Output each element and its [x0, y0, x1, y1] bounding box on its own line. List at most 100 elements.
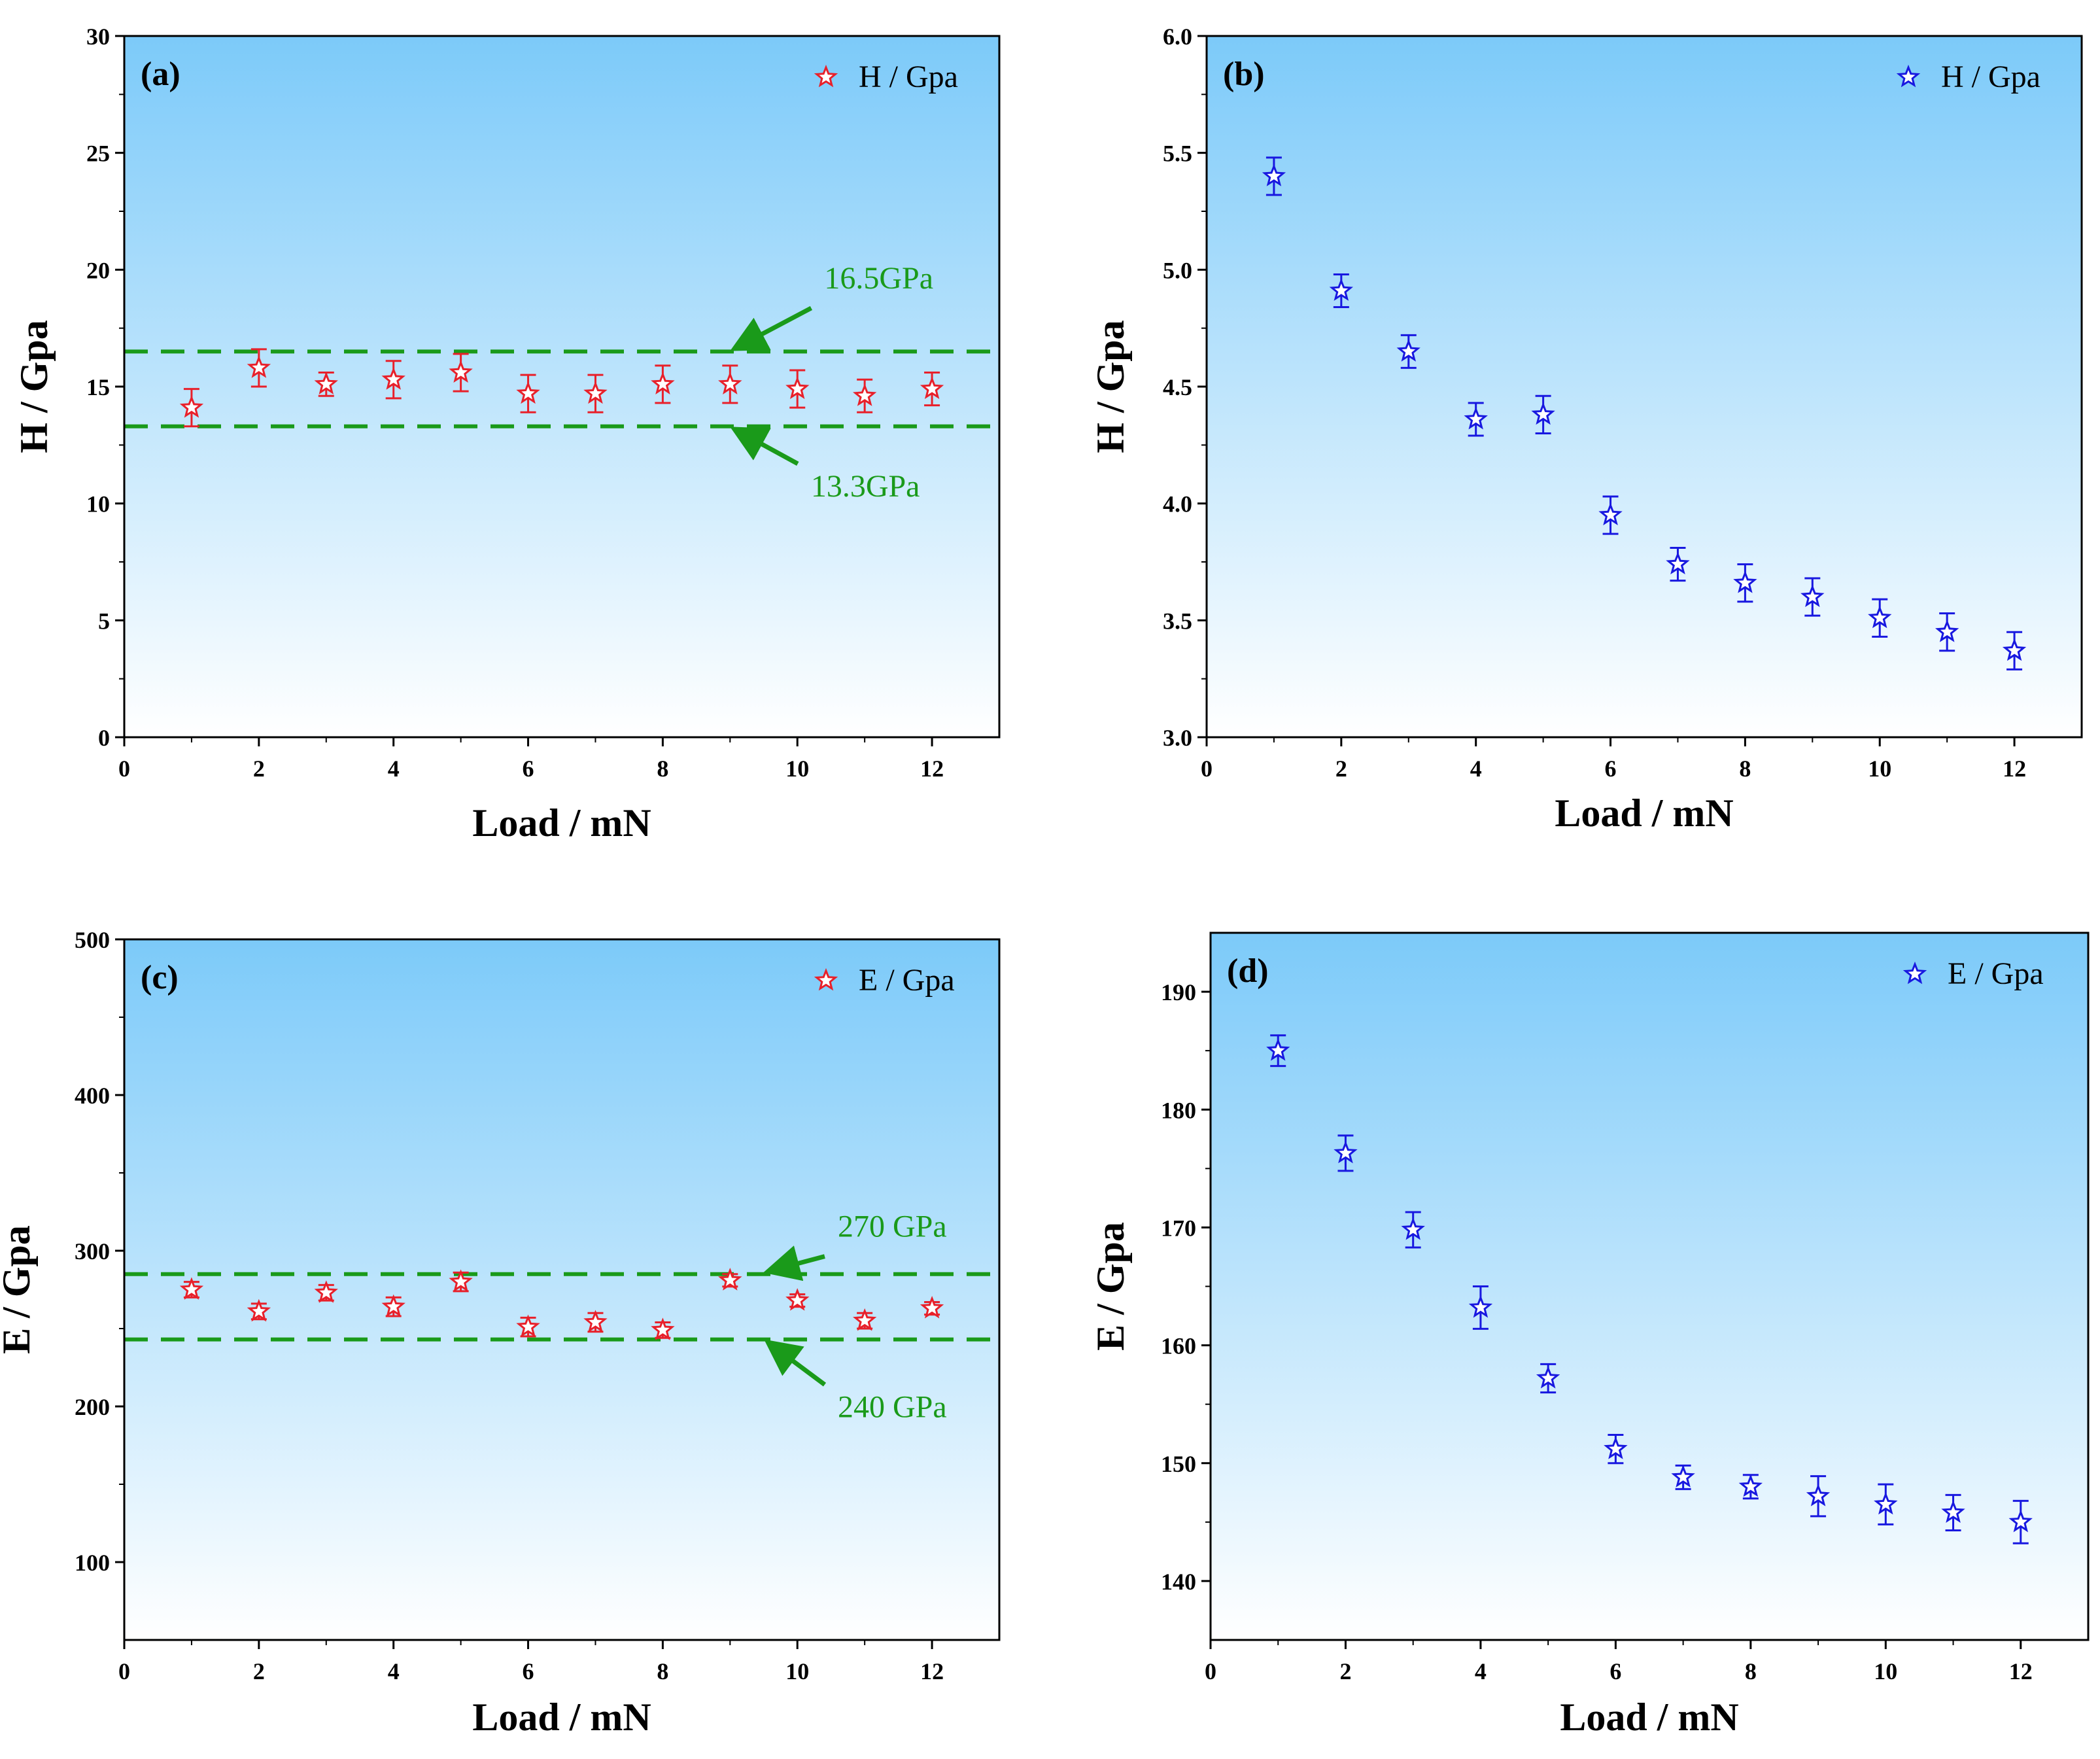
x-tick-label: 8: [657, 1658, 668, 1684]
data-point-star: [2002, 638, 2027, 661]
data-point-star: [1464, 406, 1488, 430]
data-point-star: [449, 1269, 473, 1293]
chart-panel-c: 270 GPa 240 GPa 0 2 4 6 8 10 12 100 200 300 400 500…: [0, 927, 1001, 1739]
data-point-star: [381, 367, 405, 390]
data-point-star: [583, 1310, 608, 1332]
data-point-star: [1666, 551, 1690, 575]
y-tick-label: 5.5: [1163, 141, 1192, 167]
data-point-star: [1536, 1365, 1560, 1389]
data-point-star: [1935, 619, 1959, 642]
legend-text: E / Gpa: [1948, 956, 2044, 991]
x-tick-label: 6: [523, 756, 534, 782]
x-tick-label: 8: [657, 756, 668, 782]
x-tick-label: 4: [388, 1658, 400, 1684]
legend-text: H / Gpa: [859, 60, 958, 94]
annotation-label: 270 GPa: [838, 1210, 947, 1244]
y-tick-label: 200: [75, 1394, 110, 1420]
y-tick-label: 10: [86, 491, 110, 517]
x-tick-label: 10: [785, 756, 809, 782]
annotation-arrow: [730, 427, 799, 466]
data-point-star: [516, 381, 540, 404]
data-point-star: [651, 372, 675, 394]
y-axis-title: E / Gpa: [1089, 1222, 1132, 1351]
legend-text: E / Gpa: [859, 963, 955, 998]
y-axis-title: E / Gpa: [0, 1225, 38, 1354]
data-point-star: [1604, 1436, 1628, 1459]
y-tick-label: 5: [98, 608, 110, 634]
data-point-star: [449, 360, 473, 383]
legend-star-marker: [1896, 64, 1921, 88]
annotation-label: 240 GPa: [838, 1390, 947, 1425]
data-point-star: [1401, 1217, 1425, 1240]
x-tick-label: 8: [1745, 1658, 1757, 1684]
y-axis-title: H / Gpa: [12, 320, 56, 453]
y-tick-label: 160: [1161, 1333, 1196, 1359]
x-tick-label: 0: [1205, 1658, 1216, 1684]
data-point-star: [651, 1317, 675, 1340]
x-tick-label: 10: [785, 1658, 809, 1684]
y-tick-label: 100: [75, 1550, 110, 1576]
y-tick-label: 25: [86, 141, 110, 167]
data-point-star: [247, 355, 271, 378]
data-point-star: [853, 1308, 877, 1331]
data-point-star: [1396, 339, 1420, 362]
y-tick-label: 4.0: [1163, 491, 1192, 517]
x-tick-label: 8: [1739, 756, 1751, 782]
data-point-star: [179, 395, 204, 418]
data-point-star: [1733, 570, 1757, 593]
y-tick-label: 150: [1161, 1451, 1196, 1477]
x-tick-label: 0: [118, 756, 130, 782]
annotation-label: 13.3GPa: [811, 469, 920, 504]
x-tick-label: 6: [1609, 1658, 1621, 1684]
data-point-star: [1941, 1500, 1965, 1523]
data-point-star: [2008, 1509, 2033, 1533]
y-tick-label: 190: [1161, 979, 1196, 1005]
legend-star-marker: [814, 64, 838, 88]
legend-star-marker: [814, 967, 838, 991]
panel-label: (d): [1227, 952, 1269, 990]
annotation-arrow: [763, 1245, 825, 1281]
x-tick-label: 4: [1470, 756, 1482, 782]
data-point-star: [1598, 502, 1623, 526]
x-axis-title: Load / mN: [472, 1696, 651, 1739]
legend-star-marker: [1902, 961, 1927, 984]
data-point-star: [179, 1277, 204, 1300]
data-point-star: [1468, 1295, 1493, 1318]
data-point-star: [718, 372, 742, 394]
annotation-arrow: [764, 1339, 827, 1387]
y-tick-label: 3.5: [1163, 608, 1192, 634]
x-tick-label: 2: [1335, 756, 1347, 782]
x-tick-label: 6: [1605, 756, 1617, 782]
data-point-star: [314, 372, 338, 394]
y-tick-label: 400: [75, 1083, 110, 1109]
chart-panel-a: 16.5GPa 13.3GPa 0 2 4 6 8 10 12 0 5 10 15 20 25 30 (a…: [12, 24, 1001, 845]
data-point-star: [516, 1314, 540, 1338]
data-point-star: [785, 376, 810, 400]
x-tick-label: 6: [523, 1658, 534, 1684]
plot-background: [1211, 933, 2088, 1640]
y-tick-label: 300: [75, 1238, 110, 1264]
chart-panel-d: 0 2 4 6 8 10 12 140 150 160 170 180 190 (d) E / Gpa…: [1089, 932, 2090, 1739]
x-tick-label: 0: [118, 1658, 130, 1684]
y-tick-label: 140: [1161, 1569, 1196, 1595]
y-tick-label: 4.5: [1163, 374, 1192, 400]
x-tick-label: 12: [2003, 756, 2026, 782]
y-tick-label: 5.0: [1163, 257, 1192, 283]
data-point-star: [785, 1288, 810, 1311]
y-tick-label: 170: [1161, 1215, 1196, 1241]
data-point-star: [853, 383, 877, 406]
x-tick-label: 12: [920, 756, 944, 782]
x-tick-label: 4: [1475, 1658, 1487, 1684]
data-point-star: [1738, 1474, 1763, 1497]
y-tick-label: 6.0: [1163, 24, 1192, 50]
plot-background: [1207, 36, 2082, 737]
data-point-star: [1334, 1140, 1358, 1164]
plot-frame: [1209, 932, 2090, 1641]
legend: E / Gpa: [814, 963, 955, 998]
x-tick-label: 0: [1201, 756, 1213, 782]
legend-text: H / Gpa: [1941, 60, 2040, 94]
x-axis-title: Load / mN: [1555, 792, 1733, 835]
y-tick-label: 15: [86, 374, 110, 400]
y-tick-label: 3.0: [1163, 725, 1192, 751]
